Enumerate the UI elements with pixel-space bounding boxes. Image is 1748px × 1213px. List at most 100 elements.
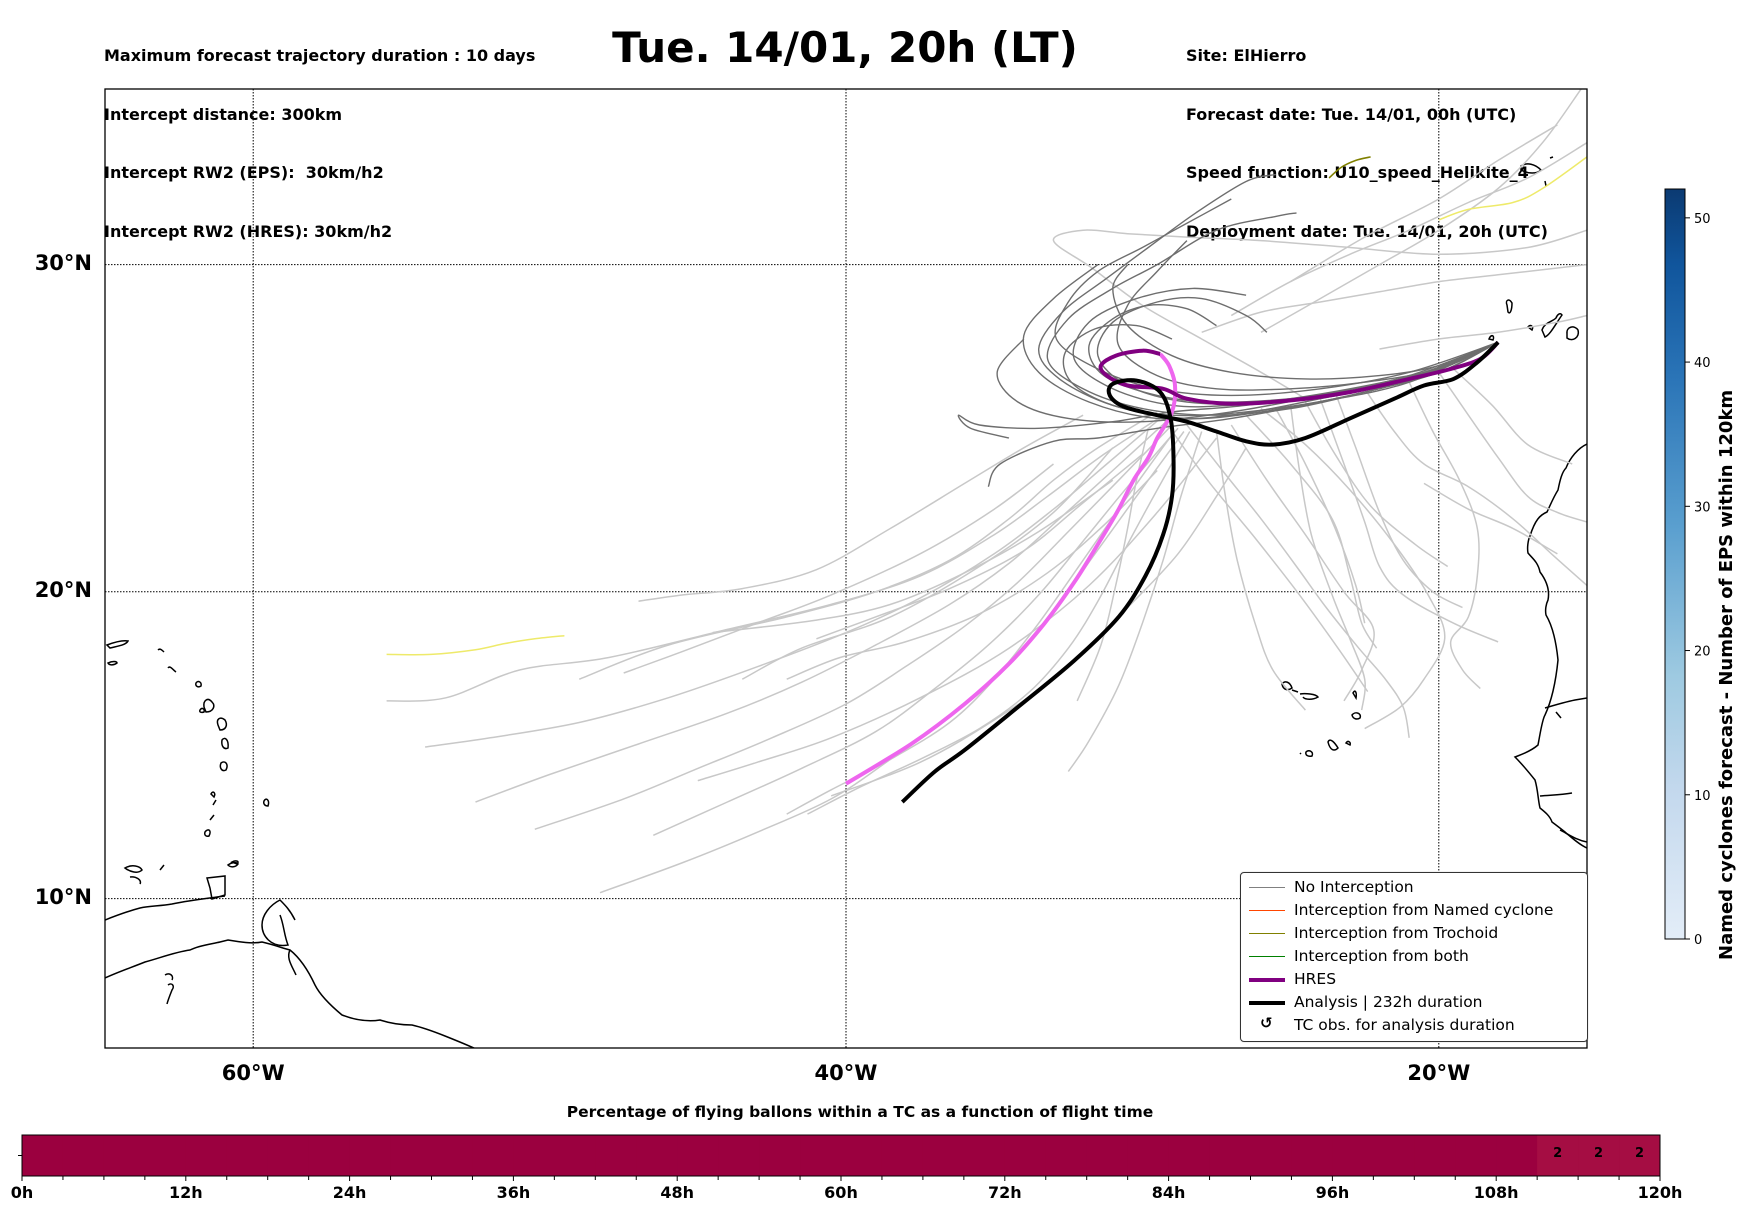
flight-time-bin: [1004, 1135, 1047, 1176]
map-frame: [104, 88, 1588, 1049]
lat-label-10n: 10°N: [34, 884, 92, 909]
colorbar-tick-label: 10: [1694, 789, 1711, 804]
eps-trajectory-light: [1438, 371, 1587, 523]
info-speed-function: Speed function: U10_speed_Helikite_4: [1186, 163, 1529, 182]
x-tick-label: 60h: [824, 1183, 858, 1202]
coastline-gulf-paria: [164, 973, 174, 1005]
island-grenada: [204, 799, 217, 837]
legend-item-tc-obs: ↺ TC obs. for analysis duration: [1241, 1014, 1587, 1038]
legend-line-swatch: [1249, 933, 1285, 934]
bin-value-label: 2: [1594, 1146, 1604, 1161]
param-intercept-distance: Intercept distance: 300km: [104, 104, 343, 124]
x-tick-label: 120h: [1637, 1183, 1683, 1202]
eps-trajectory-light: [786, 469, 1158, 680]
flight-time-bin: [431, 1135, 473, 1176]
eps-trajectory-light: [475, 421, 1167, 803]
eps-trajectory-no-interception: [957, 341, 1499, 439]
info-site: Site: ElHierro: [1186, 46, 1307, 65]
eps-trajectory-light: [1230, 142, 1587, 317]
eps-trajectory-light: [1453, 368, 1573, 465]
legend-item-named-cyclone: Interception from Named cyclone: [1241, 900, 1587, 923]
flight-time-bin: [1537, 1135, 1579, 1176]
island-puerto-rico-fragment: [105, 640, 130, 666]
eps-trajectory-light: [578, 411, 1158, 680]
legend-label: Interception from Named cyclone: [1294, 901, 1554, 919]
colorbar-label-text: Named cyclones forecast - Number of EPS …: [1716, 390, 1737, 960]
eps-trajectory-yellow-segment: [1438, 156, 1587, 221]
island-virgin: [157, 648, 177, 673]
x-tick-label: 36h: [496, 1183, 531, 1202]
coastline-guinea-bissau: [1539, 792, 1587, 843]
flight-time-bin: [267, 1135, 310, 1176]
island-montserrat: [199, 707, 205, 714]
island-el-hierro: [1487, 335, 1495, 341]
legend-thick-swatch: [1249, 1001, 1285, 1005]
eps-trajectory-light: [1364, 388, 1587, 587]
eps-trajectory-light: [697, 437, 1218, 782]
island-guadeloupe: [216, 717, 228, 731]
eps-trajectory-no-interception: [1037, 173, 1499, 420]
island-la-palma: [1505, 299, 1513, 314]
eps-trajectory-light: [1275, 408, 1366, 624]
eps-trajectory-light: [1201, 263, 1587, 334]
island-stkitts: [195, 680, 202, 688]
island-cape-verde-fogo: [1299, 750, 1314, 757]
legend-label: No Interception: [1294, 878, 1414, 896]
flight-time-bin: [103, 1135, 146, 1176]
coastline-venezuela-north: [105, 895, 226, 921]
flight-time-bin: [595, 1135, 637, 1176]
flight-time-bin: [513, 1135, 555, 1176]
x-tick-label: 0h: [10, 1183, 34, 1202]
flight-time-bin: [1250, 1135, 1292, 1176]
flight-time-bin: [922, 1135, 965, 1176]
flight-time-bin: [554, 1135, 596, 1176]
flight-time-bin: [1373, 1135, 1415, 1176]
island-cape-verde-sal: [1352, 690, 1357, 701]
legend-label: Interception from Trochoid: [1294, 924, 1499, 942]
flight-time-bin: [1291, 1135, 1333, 1176]
legend-label: TC obs. for analysis duration: [1294, 1016, 1515, 1034]
lon-label-40w: 40°W: [814, 1061, 878, 1085]
colorbar-ticks: 0 10 20 30 40 50: [1685, 212, 1711, 948]
island-martinique: [219, 761, 228, 772]
flight-time-bin: [1496, 1135, 1538, 1176]
info-deployment-date: Deployment date: Tue. 14/01, 20h (UTC): [1186, 221, 1548, 241]
island-tenerife: [1541, 313, 1563, 338]
island-antigua: [203, 698, 215, 713]
flight-time-bin: [1578, 1135, 1620, 1176]
eps-trajectory-no-interception: [1054, 198, 1499, 397]
flight-time-bin: [1127, 1135, 1170, 1176]
flight-time-bin: [881, 1135, 924, 1176]
lon-label-60w: 60°W: [221, 1061, 285, 1085]
eps-trajectory-light: [807, 431, 1191, 815]
lat-label-20n: 20°N: [34, 577, 92, 602]
x-tick-label: 48h: [660, 1183, 695, 1202]
flight-time-bin: [226, 1135, 269, 1176]
eps-trajectory-light: [1215, 431, 1306, 711]
eps-trajectory-light: [741, 447, 1114, 680]
x-tick-label: 24h: [332, 1183, 367, 1202]
flight-time-bin: [1086, 1135, 1129, 1176]
colorbar-tick-label: 0: [1694, 933, 1702, 948]
flight-time-bin: [1332, 1135, 1374, 1176]
island-margarita: [230, 860, 239, 865]
param-intercept-eps: Intercept RW2 (EPS): 30km/h2: [104, 163, 384, 182]
flight-time-bin: [963, 1135, 1006, 1176]
legend-line-swatch: [1249, 956, 1285, 957]
coastline-gambia: [1544, 697, 1587, 719]
lat-label-30n: 30°N: [34, 250, 92, 275]
trajectories: [386, 89, 1587, 894]
flight-time-bin: [800, 1135, 842, 1176]
flight-time-bin: [677, 1135, 719, 1176]
island-cape-verde-santiago: [1327, 739, 1339, 751]
x-tick-label: 96h: [1315, 1183, 1350, 1202]
legend-item-both: Interception from both: [1241, 946, 1587, 969]
legend-line-swatch: [1249, 910, 1285, 911]
eps-trajectory-light: [1260, 89, 1582, 333]
coastline-west-africa: [1513, 443, 1587, 849]
eps-trajectory-light: [830, 447, 1247, 797]
eps-trajectory-light: [1162, 417, 1369, 693]
bin-value-label: 2: [1553, 1146, 1563, 1161]
lon-label-20w: 20°W: [1407, 1061, 1471, 1085]
legend-thick-swatch: [1249, 978, 1285, 982]
